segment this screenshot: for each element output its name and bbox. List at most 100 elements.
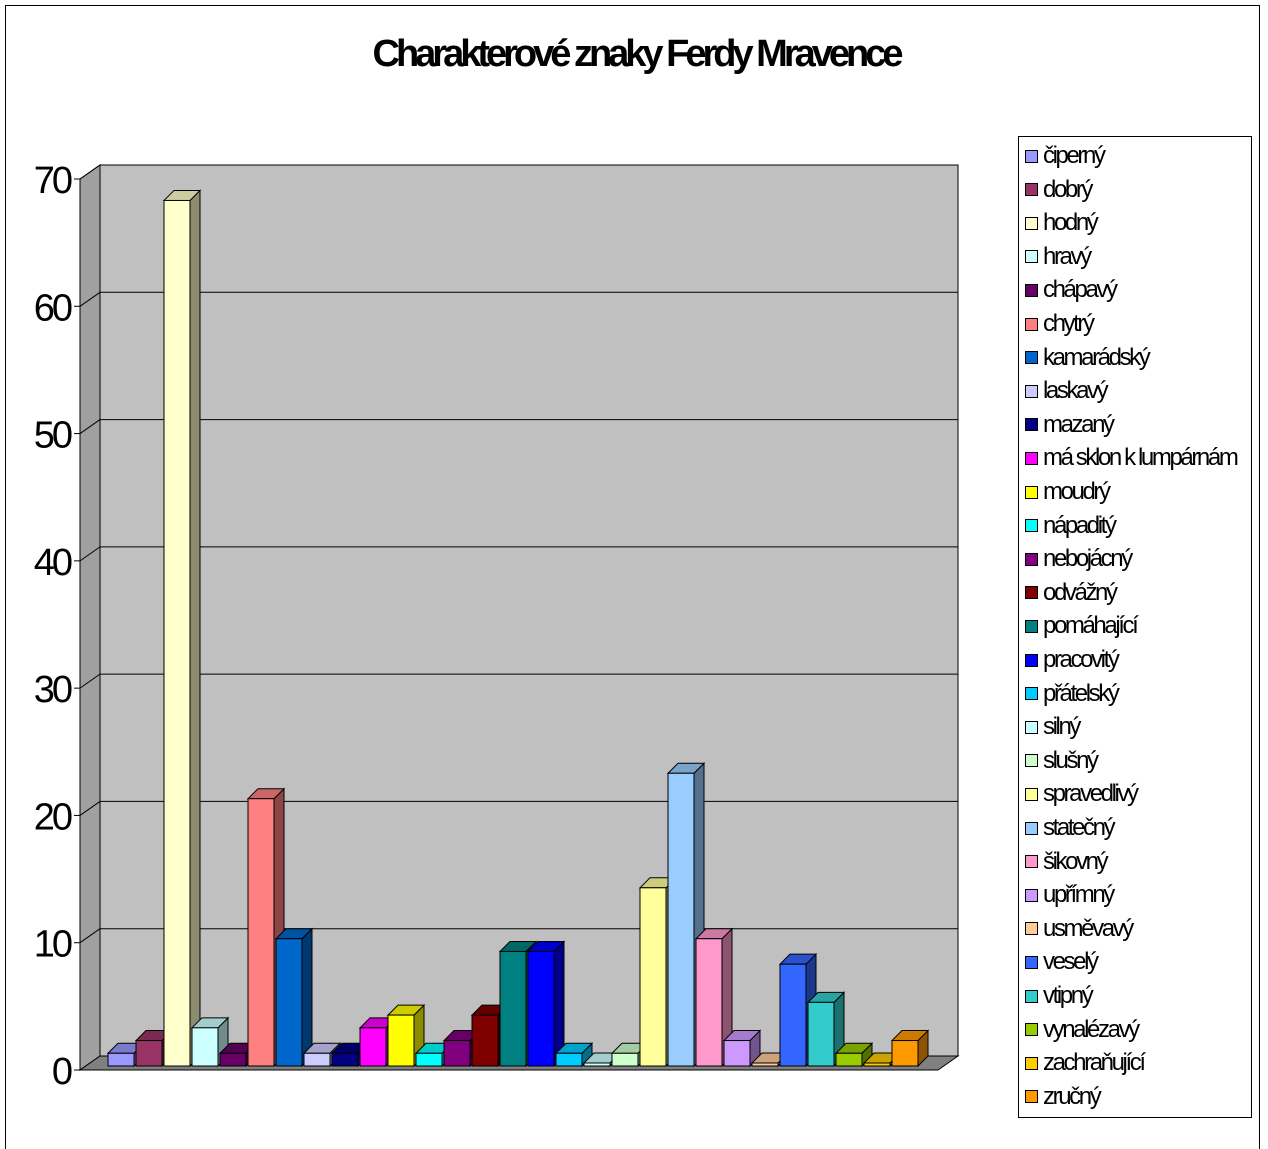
bar [666, 762, 706, 1068]
legend-label: čiperný [1043, 142, 1106, 169]
legend: čiperný dobrý hodný hravý chápavý chytrý kamar… [1018, 136, 1252, 1118]
legend-item: má sklon k lumpárnám [1025, 443, 1239, 473]
legend-item: upřímný [1025, 880, 1115, 910]
bar-front [751, 1062, 779, 1067]
legend-swatch [1025, 653, 1038, 667]
bar [890, 1029, 930, 1068]
y-tick-label: 40 [34, 542, 72, 584]
back-wall [99, 164, 959, 1057]
legend-swatch [1025, 485, 1038, 499]
legend-item: usměvavý [1025, 914, 1134, 944]
legend-label: pomáhající [1043, 612, 1139, 640]
legend-swatch [1025, 1056, 1038, 1070]
bar-front [779, 963, 807, 1067]
legend-item: čiperný [1025, 141, 1106, 171]
legend-item: vtipný [1025, 981, 1094, 1011]
legend-swatch [1025, 989, 1038, 1003]
legend-item: kamarádský [1025, 343, 1151, 373]
gridline-side [79, 164, 101, 180]
legend-swatch [1025, 384, 1038, 398]
legend-swatch [1025, 720, 1038, 734]
legend-item: silný [1025, 712, 1081, 742]
bar-front [723, 1040, 751, 1067]
legend-item: slušný [1025, 746, 1099, 776]
legend-item: zručný [1025, 1082, 1102, 1112]
legend-item: spravedlivý [1025, 779, 1139, 809]
legend-label: má sklon k lumpárnám [1043, 444, 1239, 472]
legend-item: zachraňující [1025, 1048, 1146, 1078]
legend-swatch [1025, 183, 1038, 197]
legend-label: nápaditý [1043, 511, 1117, 539]
bar-front [611, 1052, 639, 1067]
legend-label: chytrý [1043, 310, 1095, 337]
legend-swatch [1025, 1023, 1038, 1037]
legend-label: spravedlivý [1043, 780, 1139, 808]
legend-item: šikovný [1025, 847, 1109, 877]
bar-front [135, 1040, 163, 1067]
bar-front [247, 798, 275, 1067]
legend-label: vynalézavý [1043, 1015, 1140, 1043]
legend-label: přátelský [1043, 679, 1120, 707]
bar-front [891, 1040, 919, 1067]
legend-swatch [1025, 619, 1038, 633]
legend-label: usměvavý [1043, 914, 1134, 942]
legend-label: chápavý [1043, 276, 1118, 304]
plot-walls [78, 164, 960, 1071]
bar-front [499, 950, 527, 1067]
side-wall [79, 164, 101, 1071]
legend-label: laskavý [1043, 377, 1109, 405]
bar-front [443, 1040, 471, 1067]
legend-item: vynalézavý [1025, 1015, 1140, 1045]
legend-item: laskavý [1025, 376, 1109, 406]
legend-label: hodný [1043, 209, 1099, 237]
bar-side [189, 189, 201, 1068]
bar-front [359, 1027, 387, 1067]
bar-front [387, 1014, 415, 1067]
legend-label: statečný [1043, 814, 1116, 841]
legend-item: hodný [1025, 208, 1099, 238]
bar-front [555, 1052, 583, 1067]
bar [526, 940, 566, 1068]
legend-swatch [1025, 1090, 1038, 1104]
y-tick-label: 0 [52, 1051, 72, 1093]
bar-front [163, 199, 191, 1067]
gridlines [79, 164, 958, 944]
chart-title: Charakterové znaky Ferdy Mravence [373, 33, 903, 75]
legend-item: nápaditý [1025, 511, 1117, 541]
legend-item: hravý [1025, 242, 1092, 272]
legend-label: upřímný [1043, 881, 1115, 909]
bar-front [667, 772, 695, 1067]
legend-item: přátelský [1025, 679, 1120, 709]
y-tick-label: 10 [34, 924, 72, 966]
bar-front [695, 938, 723, 1067]
legend-label: veselý [1043, 948, 1099, 976]
legend-item: pomáhající [1025, 611, 1139, 641]
legend-swatch [1025, 451, 1038, 465]
legend-label: slušný [1043, 746, 1099, 774]
legend-swatch [1025, 552, 1038, 566]
legend-item: chytrý [1025, 309, 1095, 339]
gridline-side [79, 928, 101, 944]
bar-front [303, 1052, 331, 1067]
bar-front [863, 1062, 891, 1067]
bar-side [301, 927, 313, 1068]
bar-front [415, 1052, 443, 1067]
legend-item: dobrý [1025, 175, 1093, 205]
legend-swatch [1025, 855, 1038, 869]
gridline-side [79, 546, 101, 562]
legend-item: veselý [1025, 947, 1099, 977]
bar [554, 1042, 594, 1068]
gridline-side [79, 673, 101, 689]
bar-front [583, 1062, 611, 1067]
legend-label: pracovitý [1043, 646, 1120, 673]
legend-item: chápavý [1025, 275, 1118, 305]
legend-swatch [1025, 250, 1038, 264]
legend-swatch [1025, 149, 1038, 163]
legend-swatch [1025, 955, 1038, 969]
gridline-side [79, 291, 101, 307]
legend-label: zachraňující [1043, 1049, 1146, 1077]
legend-swatch [1025, 283, 1038, 297]
legend-item: odvážný [1025, 578, 1118, 608]
legend-swatch [1025, 754, 1038, 768]
